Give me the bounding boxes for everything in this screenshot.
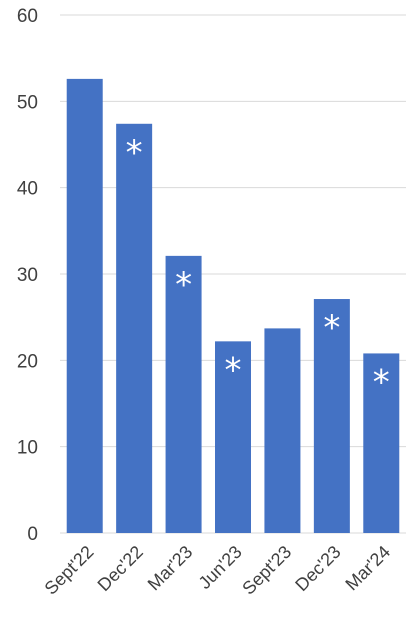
x-tick-label-Sept'22: Sept'22 [41, 542, 98, 599]
y-tick-label-40: 40 [17, 179, 38, 200]
y-tick-label-0: 0 [27, 524, 38, 545]
bar-Dec'23 [313, 299, 350, 533]
x-tick-label-Mar'23: Mar'23 [144, 542, 197, 595]
x-tick-label-Dec'23: Dec'23 [291, 542, 344, 595]
x-tick-label-Dec'22: Dec'22 [94, 542, 147, 595]
bar-Sept'22 [66, 78, 103, 534]
x-tick-label-Mar'24: Mar'24 [341, 542, 394, 595]
x-axis-category-labels: Sept'22Dec'22Mar'23Jun'23Sept'23Dec'23Ma… [41, 542, 394, 599]
y-axis-tick-labels: 0 10 20 30 40 50 60 [17, 6, 38, 545]
asterisk-annotation-Dec'22: * [126, 133, 143, 173]
bar-Mar'23 [165, 255, 202, 533]
y-tick-label-30: 30 [17, 265, 38, 286]
y-tick-label-50: 50 [17, 92, 38, 113]
asterisk-annotation-Mar'23: * [175, 265, 192, 305]
y-tick-label-20: 20 [17, 351, 38, 372]
asterisk-annotation-Dec'23: * [323, 308, 340, 348]
bar-Mar'24 [363, 353, 400, 533]
bar-Jun'23 [215, 341, 251, 533]
bar-Dec'22 [116, 123, 153, 533]
x-tick-label-Sept'23: Sept'23 [238, 542, 295, 599]
asterisk-annotation-Jun'23: * [225, 350, 242, 390]
bars [66, 78, 400, 534]
bar-annotations: * * * * * [126, 133, 390, 403]
y-tick-label-60: 60 [17, 6, 38, 27]
asterisk-annotation-Mar'24: * [373, 362, 390, 402]
y-tick-label-10: 10 [17, 438, 38, 459]
bar-Sept'23 [264, 328, 301, 533]
